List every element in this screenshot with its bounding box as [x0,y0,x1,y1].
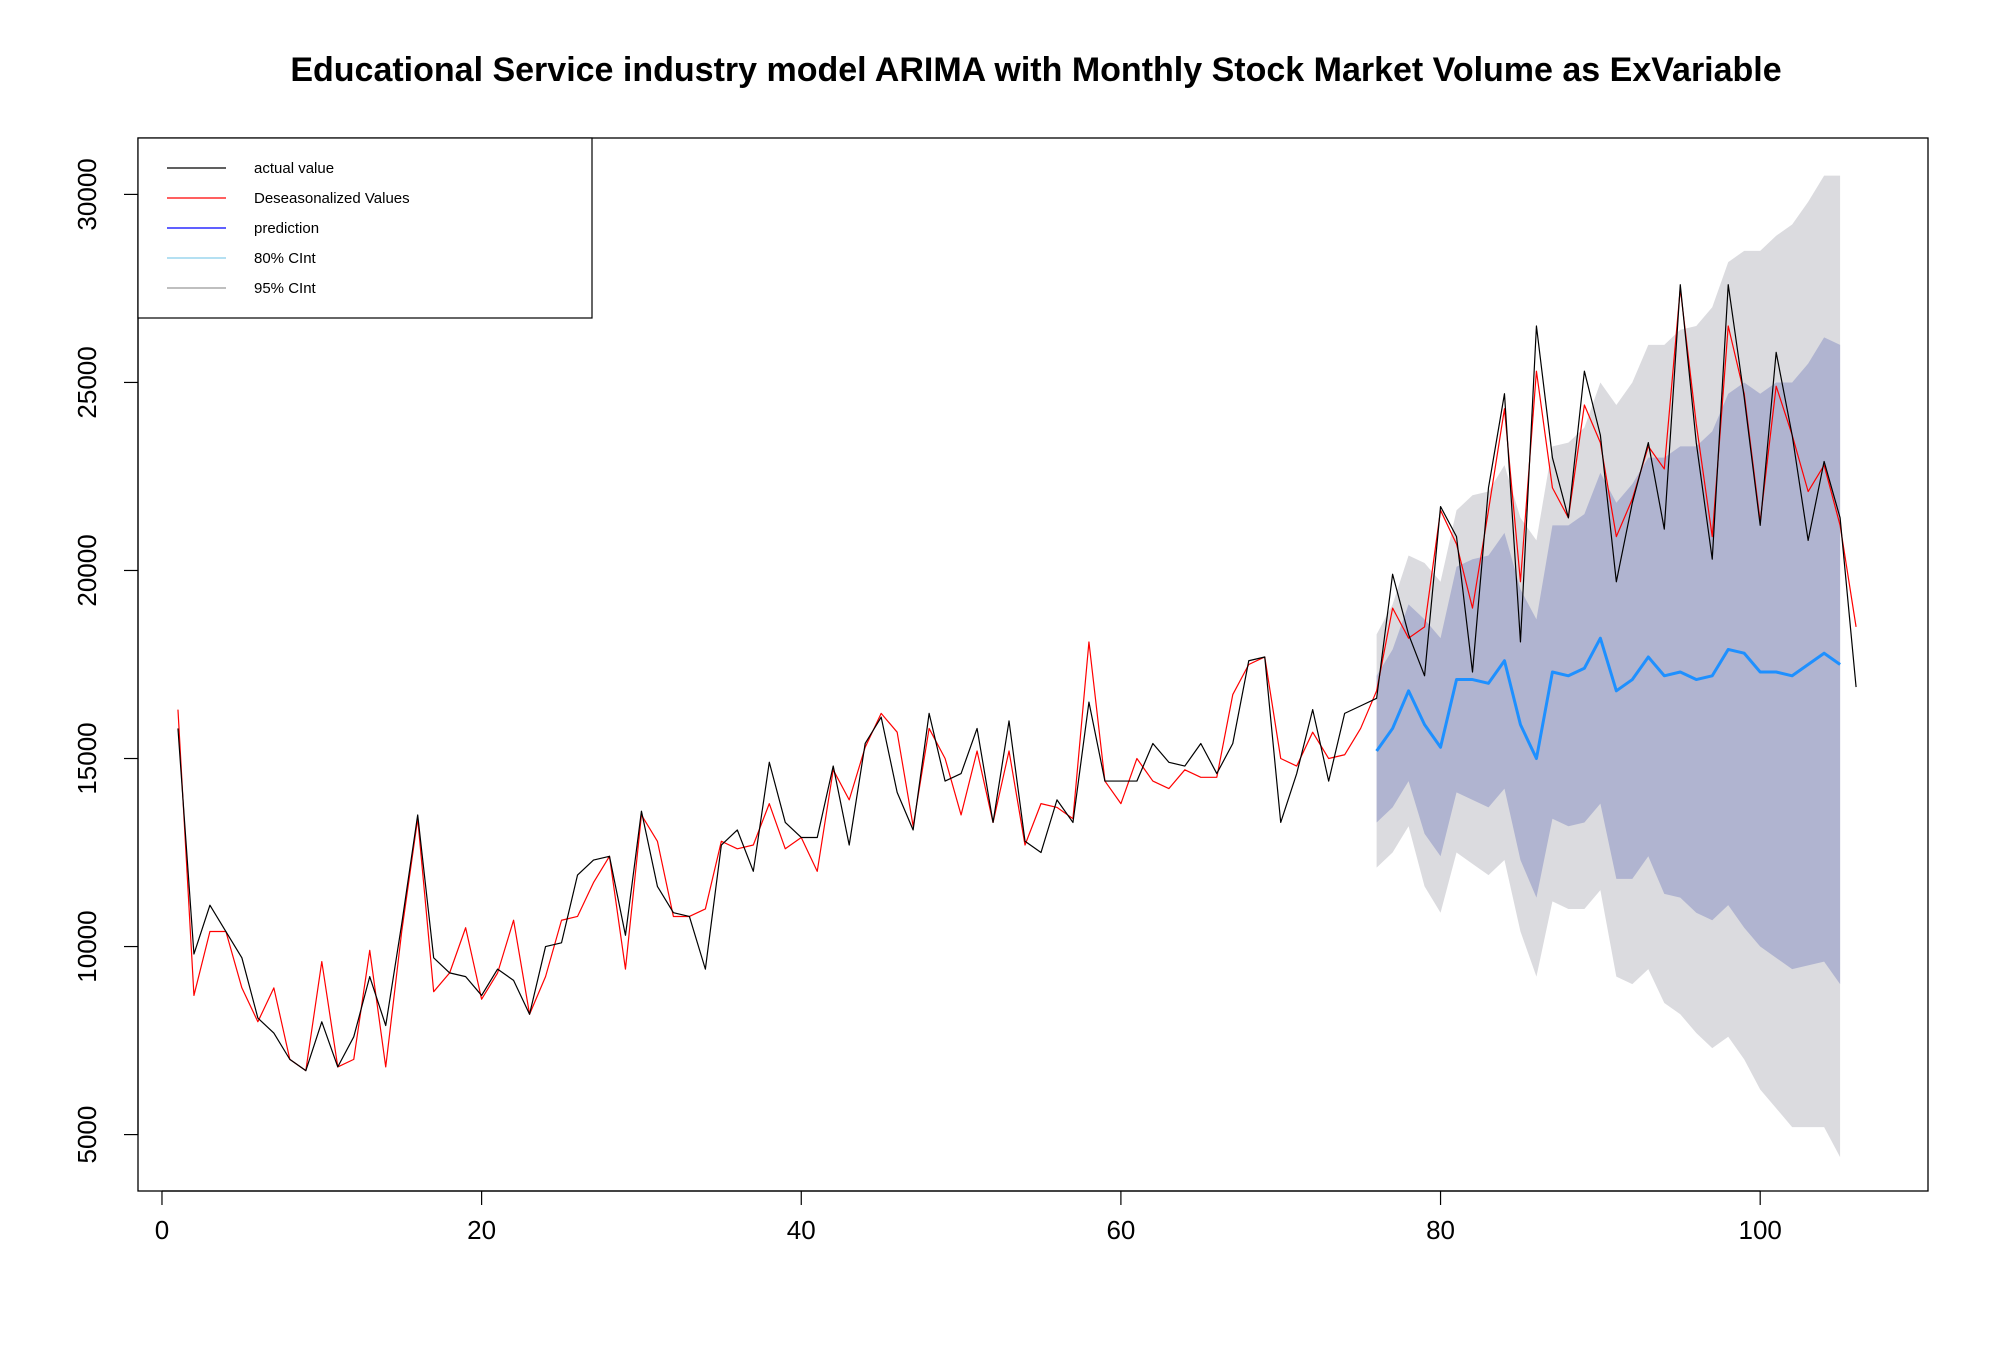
x-tick-label: 60 [1106,1215,1135,1245]
legend-label-prediction: prediction [254,220,319,237]
prediction-line [1375,636,1841,761]
x-tick-label: 20 [467,1215,496,1245]
x-tick-label: 100 [1738,1215,1781,1245]
chart-title: Educational Service industry model ARIMA… [290,51,1781,89]
y-tick-label: 30000 [72,158,102,230]
y-axis: 5000 10000 15000 20000 25000 30000 [72,158,139,1164]
x-tick-label: 40 [787,1215,816,1245]
x-tick-label: 80 [1426,1215,1455,1245]
y-tick-label: 15000 [72,722,102,794]
y-tick-label: 25000 [72,346,102,418]
x-axis: 0 20 40 60 80 100 [155,1190,1782,1245]
legend-label-ci80: 80% CInt [254,250,317,267]
y-tick-label: 5000 [72,1106,102,1164]
legend-label-actual: actual value [254,160,334,177]
legend-label-ci95: 95% CInt [254,280,317,297]
y-tick-label: 10000 [72,910,102,982]
actual-line [177,284,1857,1072]
legend-label-deseasonalized: Deseasonalized Values [254,190,410,207]
deseasonalized-line [177,287,1857,1072]
legend: actual value Deseasonalized Values predict… [137,137,593,319]
x-tick-label: 0 [155,1215,169,1245]
series-lines [177,284,1857,1072]
y-tick-label: 20000 [72,534,102,606]
